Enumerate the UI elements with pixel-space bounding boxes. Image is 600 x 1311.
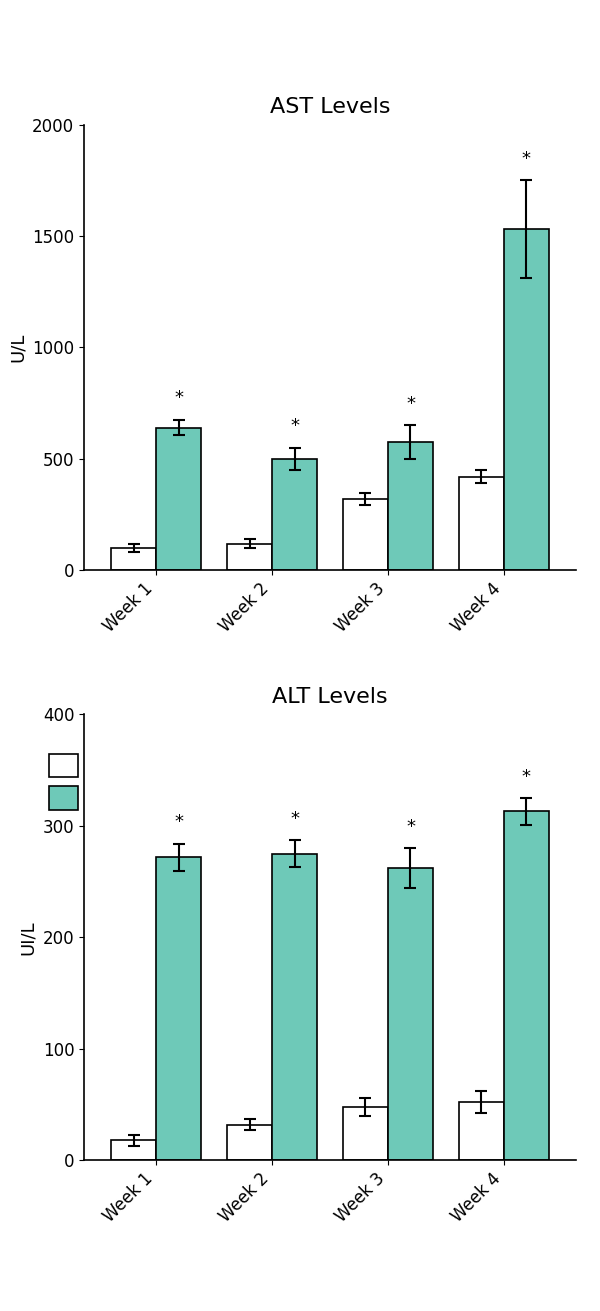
Text: *: * [174,813,183,831]
Text: *: * [406,395,415,413]
Y-axis label: UI/L: UI/L [19,920,37,954]
Title: AST Levels: AST Levels [270,97,390,118]
Bar [227,1125,272,1160]
Bar [156,857,201,1160]
Bar [343,1106,388,1160]
Text: *: * [290,810,299,829]
Text: *: * [522,149,531,168]
Bar [459,477,504,570]
Text: *: * [290,417,299,435]
Y-axis label: U/L: U/L [8,333,26,362]
Bar [227,544,272,570]
Title: ALT Levels: ALT Levels [272,687,388,708]
Text: *: * [174,389,183,408]
Bar [504,229,549,570]
Bar [111,1141,156,1160]
Bar [272,459,317,570]
Bar [343,499,388,570]
Legend: Vehicle, 5% CCl4: Vehicle, 5% CCl4 [44,749,174,815]
Bar [388,442,433,570]
Bar [111,548,156,570]
Text: *: * [406,818,415,835]
Bar [272,853,317,1160]
Bar [156,427,201,570]
Bar [504,812,549,1160]
Bar [459,1103,504,1160]
Bar [388,868,433,1160]
Text: *: * [522,768,531,785]
